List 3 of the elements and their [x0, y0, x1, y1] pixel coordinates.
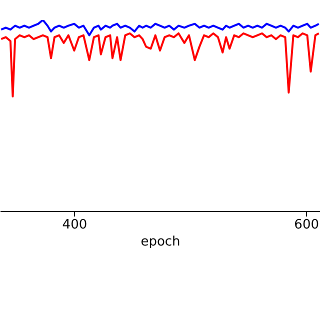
x-tick-label: 600: [294, 218, 319, 232]
x-tick-label: 400: [62, 218, 88, 232]
x-axis-title: epoch: [140, 234, 180, 250]
